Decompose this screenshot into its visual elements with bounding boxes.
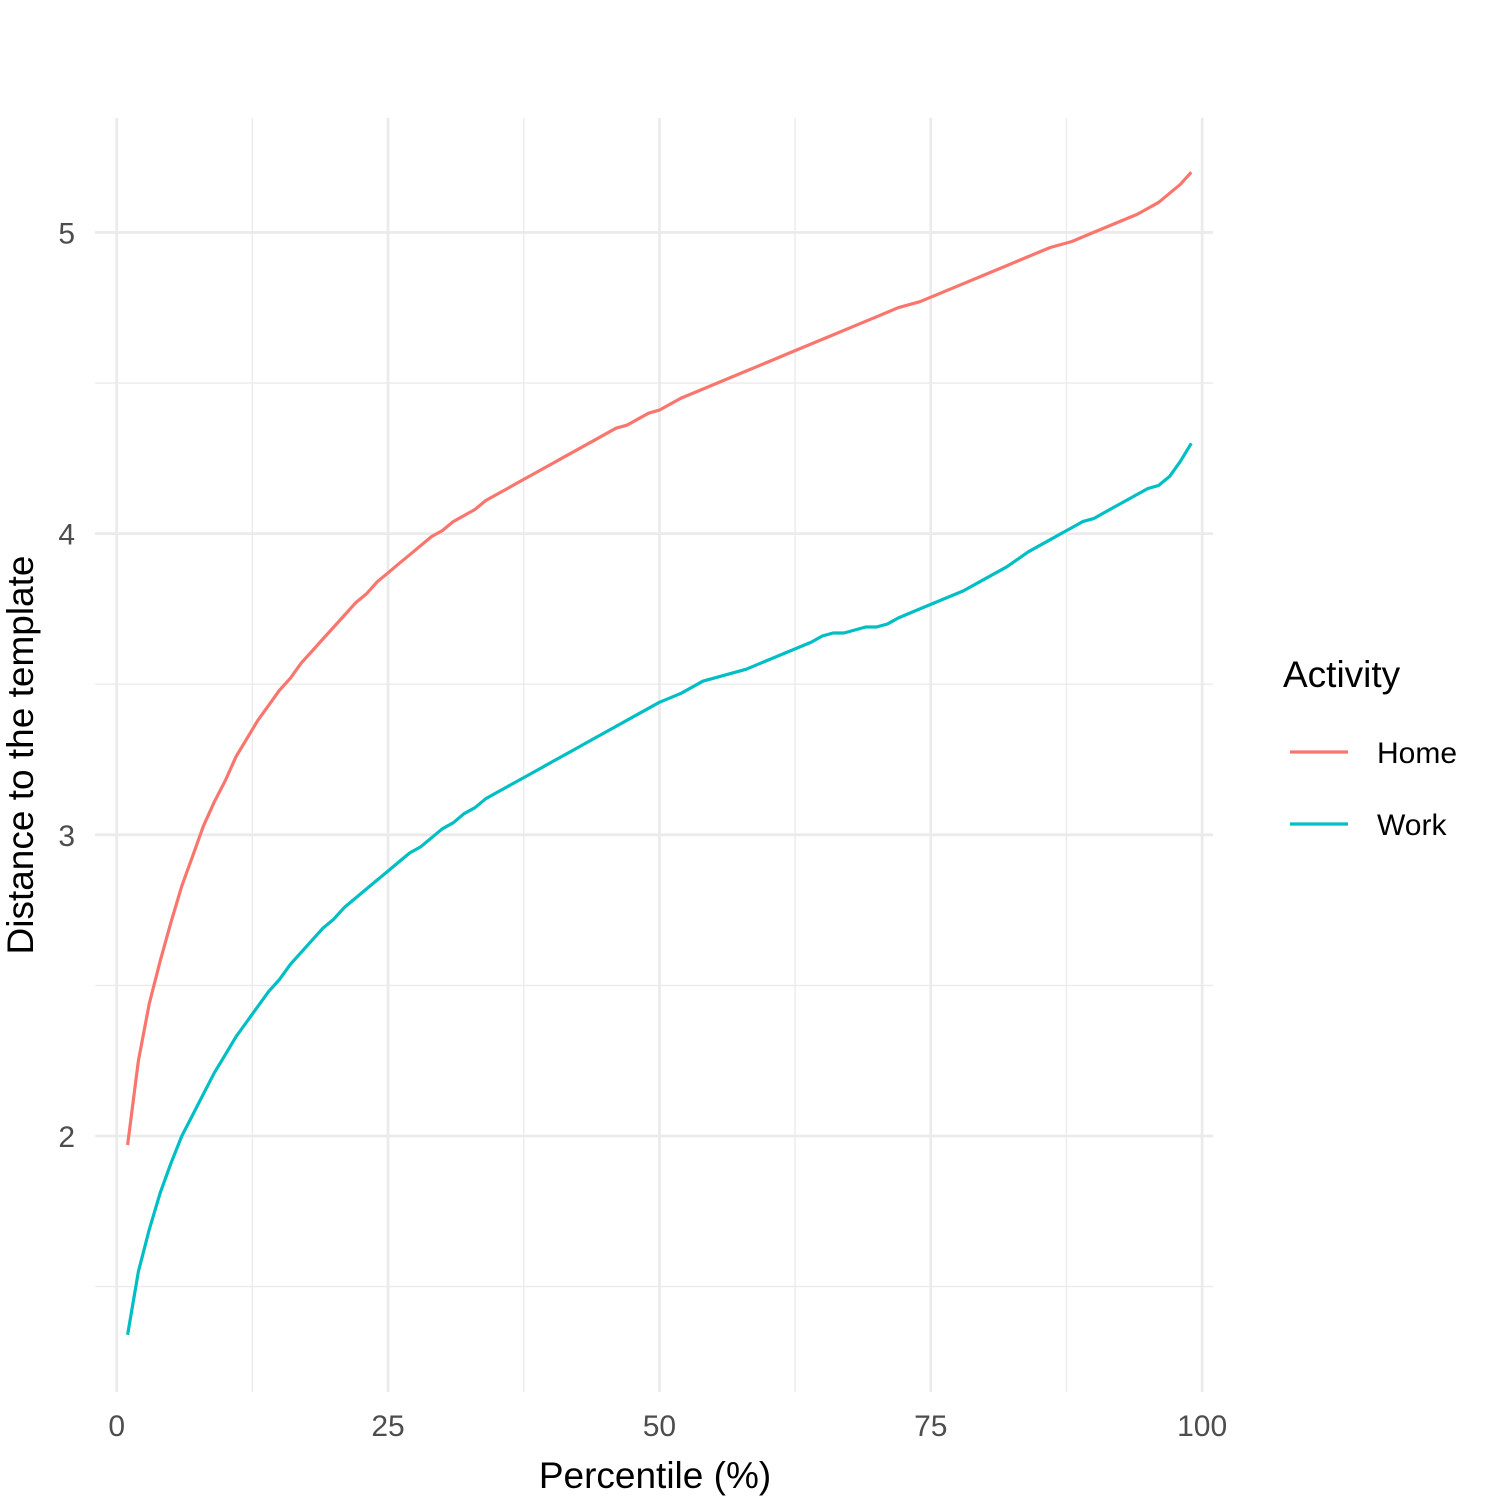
x-tick-label: 100 [1177,1410,1227,1443]
legend-items: Home Work [1290,737,1457,842]
series-lines [126,171,1193,1336]
y-axis-title: Distance to the template [0,556,41,955]
x-axis-title: Percentile (%) [539,1455,771,1496]
y-tick-label: 3 [58,820,75,853]
series-line-work [126,442,1193,1336]
legend: Activity Home Work [1283,654,1457,842]
x-tick-label: 50 [643,1410,676,1443]
major-gridlines [95,118,1213,1392]
x-tick-label: 75 [914,1410,947,1443]
y-axis-tick-labels: 2 3 4 5 [58,217,75,1154]
x-tick-label: 0 [108,1410,125,1443]
x-axis-tick-labels: 0 25 50 75 100 [108,1410,1227,1443]
legend-label-work: Work [1377,809,1447,842]
y-tick-label: 2 [58,1121,75,1154]
legend-label-home: Home [1377,737,1457,770]
x-tick-label: 25 [371,1410,404,1443]
series-line-home [126,171,1193,1146]
y-tick-label: 4 [58,519,75,552]
minor-gridlines [95,118,1213,1392]
legend-title: Activity [1283,654,1401,695]
y-tick-label: 5 [58,217,75,250]
